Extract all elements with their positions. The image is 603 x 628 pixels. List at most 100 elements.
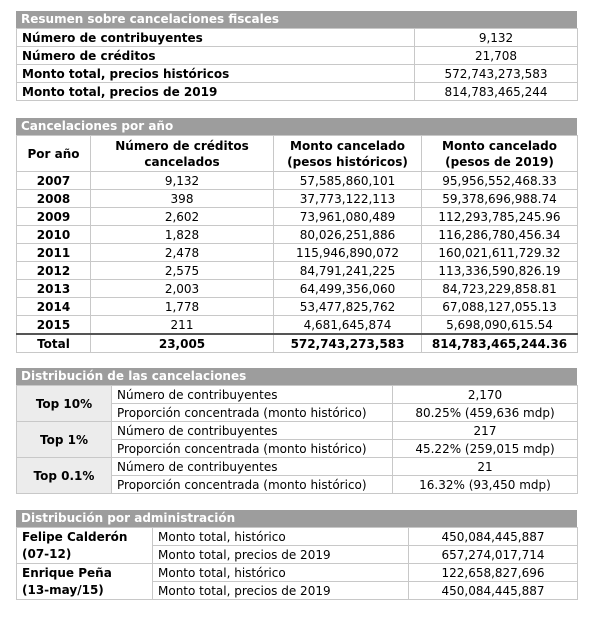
table-row: 2010 1,828 80,026,251,886 116,286,780,45… (16, 225, 578, 244)
pesos2019-cell: 67,088,127,055.13 (421, 297, 578, 316)
resumen-table: Número de contribuyentes 9,132 Número de… (16, 28, 578, 101)
row-label: Monto total, precios de 2019 (152, 581, 409, 600)
admin-name: Enrique Peña (13-may/15) (16, 563, 153, 600)
year-cell: 2011 (16, 243, 91, 262)
group-label: Top 0.1% (16, 457, 112, 494)
admin-name-line: Felipe Calderón (22, 529, 128, 544)
pesos2019-cell: 113,336,590,826.19 (421, 261, 578, 280)
hist-cell: 57,585,860,101 (273, 171, 422, 190)
table-row: 2012 2,575 84,791,241,225 113,336,590,82… (16, 261, 578, 280)
table-row: 2009 2,602 73,961,080,489 112,293,785,24… (16, 207, 578, 226)
pesos2019-cell: 116,286,780,456.34 (421, 225, 578, 244)
administracion-title: Distribución por administración (16, 510, 577, 527)
row-label: Monto total, histórico (152, 563, 409, 582)
row-value: 2,170 (392, 385, 578, 404)
total-hist: 572,743,273,583 (273, 333, 422, 353)
row-value: 217 (392, 421, 578, 440)
year-cell: 2010 (16, 225, 91, 244)
col-header-hist: Monto cancelado (pesos históricos) (273, 135, 422, 172)
hist-cell: 64,499,356,060 (273, 279, 422, 298)
total-row: Total 23,005 572,743,273,583 814,783,465… (16, 333, 578, 353)
row-value: 9,132 (414, 28, 578, 47)
total-creditos: 23,005 (90, 333, 274, 353)
pesos2019-cell: 112,293,785,245.96 (421, 207, 578, 226)
table-row: Felipe Calderón (07-12) Monto total, his… (16, 527, 578, 564)
hist-cell: 73,961,080,489 (273, 207, 422, 226)
year-cell: 2008 (16, 189, 91, 208)
group-label: Top 10% (16, 385, 112, 422)
table-row: Monto total, precios de 2019 450,084,445… (17, 581, 578, 600)
creditos-cell: 9,132 (90, 171, 274, 190)
creditos-cell: 1,828 (90, 225, 274, 244)
por-anio-section: Cancelaciones por año Por año Número de … (16, 118, 578, 353)
row-label: Monto total, histórico (152, 527, 409, 546)
row-value: 21,708 (414, 46, 578, 65)
table-row: 2007 9,132 57,585,860,101 95,956,552,468… (16, 171, 578, 190)
year-cell: 2015 (16, 315, 91, 335)
table-row: Número de créditos 21,708 (16, 46, 578, 65)
row-value: 80.25% (459,636 mdp) (392, 403, 578, 422)
admin-name-line: Enrique Peña (22, 565, 112, 580)
table-row: Top 1% Número de contribuyentes 217 (16, 421, 578, 458)
hist-cell: 53,477,825,762 (273, 297, 422, 316)
creditos-cell: 211 (90, 315, 274, 335)
table-row: 2008 398 37,773,122,113 59,378,696,988.7… (16, 189, 578, 208)
col-header-creditos: Número de créditos cancelados (90, 135, 274, 172)
col-header-line: Monto cancelado (290, 138, 405, 153)
admin-name-line: (13-may/15) (22, 582, 104, 597)
table-row: Monto total, precios de 2019 814,783,465… (16, 82, 578, 101)
row-label: Proporción concentrada (monto histórico) (111, 475, 393, 494)
creditos-cell: 1,778 (90, 297, 274, 316)
row-label: Proporción concentrada (monto histórico) (111, 403, 393, 422)
row-label: Monto total, precios de 2019 (16, 82, 415, 101)
year-cell: 2007 (16, 171, 91, 190)
table-row: Top 0.1% Número de contribuyentes 21 (16, 457, 578, 494)
creditos-cell: 2,003 (90, 279, 274, 298)
creditos-cell: 2,602 (90, 207, 274, 226)
total-pesos2019: 814,783,465,244.36 (421, 333, 578, 353)
year-cell: 2012 (16, 261, 91, 280)
col-header-line: (pesos de 2019) (445, 154, 554, 169)
distribucion-section: Distribución de las cancelaciones Top 10… (16, 368, 578, 494)
table-row: 2013 2,003 64,499,356,060 84,723,229,858… (16, 279, 578, 298)
row-label: Monto total, precios de 2019 (152, 545, 409, 564)
row-value: 657,274,017,714 (408, 545, 578, 564)
row-label: Número de contribuyentes (111, 457, 393, 476)
admin-name-line: (07-12) (22, 546, 72, 561)
row-value: 21 (392, 457, 578, 476)
hist-cell: 84,791,241,225 (273, 261, 422, 280)
creditos-cell: 398 (90, 189, 274, 208)
col-header-year: Por año (16, 135, 91, 172)
pesos2019-cell: 95,956,552,468.33 (421, 171, 578, 190)
hist-cell: 37,773,122,113 (273, 189, 422, 208)
year-cell: 2014 (16, 297, 91, 316)
distribucion-title: Distribución de las cancelaciones (16, 368, 577, 385)
row-value: 45.22% (259,015 mdp) (392, 439, 578, 458)
row-label: Número de contribuyentes (16, 28, 415, 47)
hist-cell: 4,681,645,874 (273, 315, 422, 335)
por-anio-title: Cancelaciones por año (16, 118, 577, 135)
table-row: Monto total, precios históricos 572,743,… (16, 64, 578, 83)
resumen-title: Resumen sobre cancelaciones fiscales (16, 11, 577, 28)
table-row: Proporción concentrada (monto histórico)… (17, 475, 578, 494)
pesos2019-cell: 5,698,090,615.54 (421, 315, 578, 335)
row-label: Número de créditos (16, 46, 415, 65)
col-header-2019: Monto cancelado (pesos de 2019) (421, 135, 578, 172)
year-cell: 2009 (16, 207, 91, 226)
pesos2019-cell: 160,021,611,729.32 (421, 243, 578, 262)
row-label: Número de contribuyentes (111, 421, 393, 440)
pesos2019-cell: 59,378,696,988.74 (421, 189, 578, 208)
table-row: Top 10% Número de contribuyentes 2,170 (16, 385, 578, 422)
pesos2019-cell: 84,723,229,858.81 (421, 279, 578, 298)
col-header-line: (pesos históricos) (287, 154, 408, 169)
administracion-table: Felipe Calderón (07-12) Monto total, his… (16, 527, 578, 600)
table-row: 2011 2,478 115,946,890,072 160,021,611,7… (16, 243, 578, 262)
table-row: 2014 1,778 53,477,825,762 67,088,127,055… (16, 297, 578, 316)
row-value: 16.32% (93,450 mdp) (392, 475, 578, 494)
year-cell: 2013 (16, 279, 91, 298)
group-label: Top 1% (16, 421, 112, 458)
row-value: 450,084,445,887 (408, 527, 578, 546)
hist-cell: 115,946,890,072 (273, 243, 422, 262)
creditos-cell: 2,478 (90, 243, 274, 262)
creditos-cell: 2,575 (90, 261, 274, 280)
